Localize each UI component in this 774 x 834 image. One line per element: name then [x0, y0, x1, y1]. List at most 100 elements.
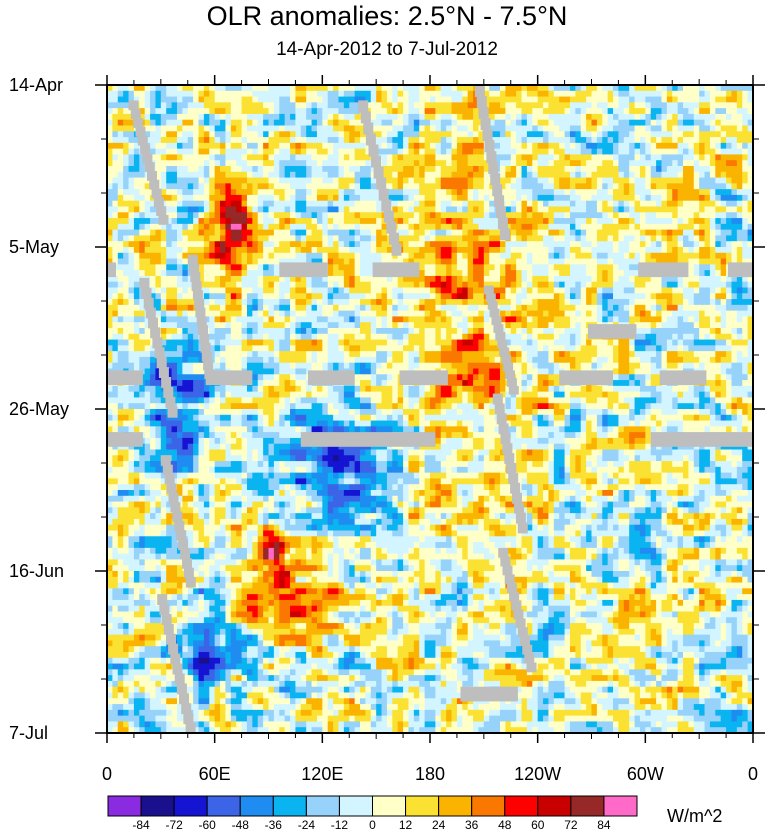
heatmap-cell — [316, 322, 323, 329]
heatmap-cell — [435, 171, 442, 178]
heatmap-cell — [462, 212, 469, 219]
heatmap-cell — [666, 148, 673, 155]
heatmap-cell — [349, 125, 356, 132]
heatmap-cell — [306, 293, 312, 300]
heatmap-cell — [731, 90, 738, 97]
heatmap-cell — [187, 212, 194, 219]
heatmap-cell — [645, 148, 652, 155]
heatmap-cell — [526, 131, 533, 138]
heatmap-cell — [709, 160, 716, 167]
heatmap-cell — [720, 131, 727, 138]
heatmap-cell — [446, 189, 452, 196]
heatmap-cell — [360, 154, 366, 161]
heatmap-cell — [440, 235, 447, 242]
heatmap-cell — [365, 264, 372, 271]
heatmap-cell — [241, 235, 248, 242]
heatmap-cell — [451, 96, 458, 103]
heatmap-cell — [322, 293, 329, 300]
heatmap-cell — [241, 223, 248, 231]
heatmap-cell — [354, 171, 361, 178]
chart-title: OLR anomalies: 2.5°N - 7.5°N — [206, 1, 568, 31]
heatmap-cell — [440, 189, 447, 196]
heatmap-cell — [639, 293, 646, 300]
heatmap-cell — [241, 241, 248, 248]
heatmap-cell — [731, 287, 738, 294]
heatmap-cell — [548, 206, 555, 213]
heatmap-cell — [236, 264, 242, 271]
heatmap-cell — [386, 166, 393, 173]
heatmap-cell — [333, 258, 339, 265]
heatmap-cell — [370, 108, 377, 115]
heatmap-cell — [736, 96, 743, 103]
heatmap-cell — [343, 229, 350, 236]
heatmap-cell — [736, 275, 743, 283]
heatmap-cell — [316, 160, 323, 167]
heatmap-cell — [553, 287, 560, 294]
heatmap-cell — [284, 166, 291, 173]
heatmap-cell — [656, 154, 662, 161]
heatmap-cell — [559, 113, 565, 121]
heatmap-cell — [666, 223, 673, 231]
heatmap-cell — [392, 183, 399, 190]
heatmap-cell — [107, 154, 113, 161]
heatmap-cell — [666, 218, 673, 225]
heatmap-cell — [543, 148, 549, 155]
heatmap-cell — [176, 235, 183, 242]
heatmap-cell — [376, 206, 382, 213]
heatmap-cell — [516, 90, 522, 97]
heatmap-cell — [446, 316, 452, 323]
heatmap-cell — [182, 90, 189, 97]
heatmap-cell — [478, 316, 485, 323]
heatmap-cell — [526, 275, 533, 283]
heatmap-cell — [569, 137, 576, 144]
heatmap-cell — [736, 102, 743, 109]
heatmap-cell — [715, 212, 722, 219]
heatmap-cell — [187, 310, 194, 317]
heatmap-cell — [322, 166, 329, 173]
heatmap-cell — [112, 258, 119, 265]
heatmap-cell — [316, 200, 323, 207]
heatmap-cell — [268, 270, 275, 277]
heatmap-cell — [365, 275, 372, 283]
heatmap-cell — [516, 316, 522, 323]
heatmap-cell — [193, 189, 199, 196]
heatmap-cell — [742, 316, 749, 323]
heatmap-cell — [279, 218, 286, 225]
heatmap-cell — [246, 252, 253, 259]
heatmap-cell — [279, 160, 286, 167]
heatmap-cell — [381, 223, 388, 231]
heatmap-cell — [203, 200, 210, 207]
heatmap-cell — [413, 189, 420, 196]
heatmap-cell — [176, 299, 183, 306]
heatmap-cell — [316, 304, 323, 312]
heatmap-cell — [295, 194, 302, 202]
heatmap-cell — [392, 189, 399, 196]
heatmap-cell — [112, 304, 119, 312]
heatmap-cell — [155, 142, 162, 150]
heatmap-cell — [252, 264, 259, 271]
heatmap-cell — [300, 189, 307, 196]
heatmap-cell — [403, 252, 409, 259]
heatmap-cell — [618, 142, 625, 150]
heatmap-cell — [564, 96, 571, 103]
heatmap-cell — [569, 252, 576, 259]
heatmap-cell — [505, 299, 512, 306]
heatmap-cell — [435, 270, 442, 277]
heatmap-cell — [709, 247, 716, 254]
heatmap-cell — [467, 171, 474, 178]
heatmap-cell — [306, 310, 312, 317]
heatmap-cell — [709, 229, 716, 236]
heatmap-cell — [338, 200, 345, 207]
heatmap-cell — [209, 85, 216, 92]
heatmap-cell — [322, 229, 329, 236]
heatmap-cell — [564, 316, 571, 323]
heatmap-cell — [672, 119, 679, 126]
heatmap-cell — [672, 223, 679, 231]
heatmap-cell — [720, 293, 727, 300]
heatmap-cell — [516, 183, 522, 190]
heatmap-cell — [553, 148, 560, 155]
heatmap-cell — [160, 177, 167, 184]
heatmap-cell — [656, 287, 662, 294]
heatmap-cell — [629, 212, 635, 219]
heatmap-cell — [295, 102, 302, 109]
